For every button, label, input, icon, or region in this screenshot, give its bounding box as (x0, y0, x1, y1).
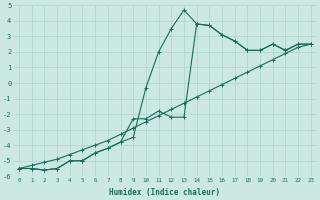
X-axis label: Humidex (Indice chaleur): Humidex (Indice chaleur) (109, 188, 220, 197)
